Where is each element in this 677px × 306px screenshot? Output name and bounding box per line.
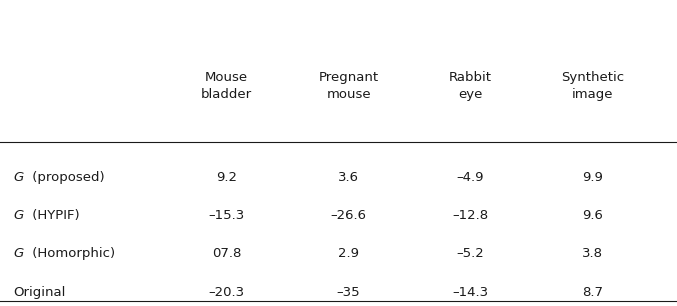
Text: –5.2: –5.2 xyxy=(457,248,484,260)
Text: (proposed): (proposed) xyxy=(28,171,105,184)
Text: –15.3: –15.3 xyxy=(209,209,245,222)
Text: –14.3: –14.3 xyxy=(452,286,489,299)
Text: Synthetic
image: Synthetic image xyxy=(561,71,624,101)
Text: (Homorphic): (Homorphic) xyxy=(28,248,116,260)
Text: (HYPIF): (HYPIF) xyxy=(28,209,80,222)
Text: 07.8: 07.8 xyxy=(212,248,242,260)
Text: 9.6: 9.6 xyxy=(582,209,603,222)
Text: Mouse
bladder: Mouse bladder xyxy=(201,71,253,101)
Text: G: G xyxy=(14,171,24,184)
Text: –26.6: –26.6 xyxy=(330,209,367,222)
Text: G: G xyxy=(14,209,24,222)
Text: Original: Original xyxy=(14,286,66,299)
Text: 8.7: 8.7 xyxy=(582,286,603,299)
Text: 2.9: 2.9 xyxy=(338,248,359,260)
Text: 3.6: 3.6 xyxy=(338,171,359,184)
Text: –20.3: –20.3 xyxy=(209,286,245,299)
Text: 9.9: 9.9 xyxy=(582,171,603,184)
Text: Rabbit
eye: Rabbit eye xyxy=(449,71,492,101)
Text: G: G xyxy=(14,248,24,260)
Text: 3.8: 3.8 xyxy=(582,248,603,260)
Text: 9.2: 9.2 xyxy=(216,171,238,184)
Text: –12.8: –12.8 xyxy=(452,209,489,222)
Text: Pregnant
mouse: Pregnant mouse xyxy=(319,71,378,101)
Text: –35: –35 xyxy=(337,286,360,299)
Text: –4.9: –4.9 xyxy=(457,171,484,184)
